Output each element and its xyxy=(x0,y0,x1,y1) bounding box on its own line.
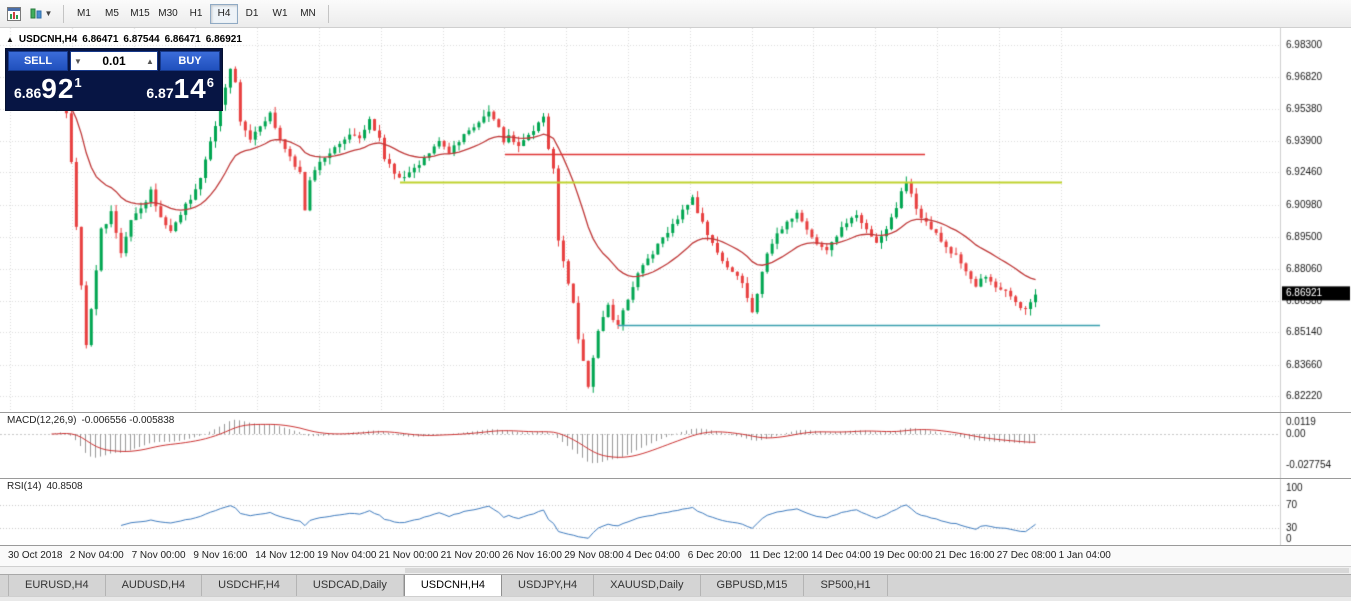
macd-values: -0.006556 -0.005838 xyxy=(81,415,175,426)
volume-decrease-icon[interactable]: ▼ xyxy=(74,56,82,66)
timeframe-m30[interactable]: M30 xyxy=(154,4,182,24)
sell-price-sup: 1 xyxy=(74,75,82,90)
main-chart-panel: ▲ USDCNH,H4 6.86471 6.87544 6.86471 6.86… xyxy=(0,28,1351,412)
chart-window-icon-glyph xyxy=(7,6,21,21)
toolbar-separator xyxy=(328,4,329,23)
time-axis-label: 1 Jan 04:00 xyxy=(1058,550,1111,561)
one-click-trading-panel: SELL ▼ 0.01 ▲ BUY 6.86921 6.87146 xyxy=(5,48,223,111)
volume-stepper[interactable]: ▼ 0.01 ▲ xyxy=(70,51,158,71)
volume-value[interactable]: 0.01 xyxy=(102,54,126,68)
timeframe-m1[interactable]: M1 xyxy=(70,4,98,24)
tab-usdchf-h4[interactable]: USDCHF,H4 xyxy=(202,575,297,596)
chart-type-icon-glyph xyxy=(30,8,42,18)
tab-usdcad-daily[interactable]: USDCAD,Daily xyxy=(297,575,404,596)
macd-title: MACD(12,26,9) xyxy=(7,415,77,426)
time-axis-label: 4 Dec 04:00 xyxy=(626,550,680,561)
chart-window-icon[interactable] xyxy=(4,4,24,24)
buy-price-sup: 6 xyxy=(206,75,214,90)
time-axis-label: 26 Nov 16:00 xyxy=(502,550,562,561)
time-axis-label: 11 Dec 12:00 xyxy=(749,550,809,561)
toolbar: ▼ M1 M5 M15 M30 H1 H4 D1 W1 MN xyxy=(0,0,1351,28)
time-axis-label: 27 Dec 08:00 xyxy=(996,550,1057,561)
time-axis-label: 6 Dec 20:00 xyxy=(687,550,742,561)
quote-header: ▲ USDCNH,H4 6.86471 6.87544 6.86471 6.86… xyxy=(6,34,242,45)
time-axis-label: 9 Nov 16:00 xyxy=(193,550,248,561)
main-chart-canvas[interactable] xyxy=(0,28,1351,412)
time-axis-label: 21 Nov 00:00 xyxy=(378,550,439,561)
macd-canvas[interactable] xyxy=(0,413,1351,478)
quote-low: 6.86471 xyxy=(164,34,201,45)
buy-button[interactable]: BUY xyxy=(160,51,220,71)
buy-price[interactable]: 6.87146 xyxy=(146,73,214,105)
panel-separator[interactable] xyxy=(0,545,1351,546)
timeframe-m15[interactable]: M15 xyxy=(126,4,154,24)
macd-header: MACD(12,26,9) -0.006556 -0.005838 xyxy=(7,415,174,426)
macd-scale[interactable] xyxy=(1280,413,1351,478)
time-axis-label: 19 Dec 00:00 xyxy=(873,550,933,561)
timeframe-buttons: M1 M5 M15 M30 H1 H4 D1 W1 MN xyxy=(70,3,322,24)
timeframe-h4[interactable]: H4 xyxy=(210,3,238,24)
tab-xauusd-daily[interactable]: XAUUSD,Daily xyxy=(594,575,701,596)
tab-usdcnh-h4[interactable]: USDCNH,H4 xyxy=(403,575,503,596)
time-axis-label: 14 Nov 12:00 xyxy=(255,550,315,561)
sell-price-big: 92 xyxy=(41,73,75,104)
buy-price-big: 14 xyxy=(173,73,207,104)
time-axis-label: 21 Dec 16:00 xyxy=(935,550,995,561)
rsi-scale[interactable] xyxy=(1280,479,1351,545)
tab-audusd-h4[interactable]: AUDUSD,H4 xyxy=(106,575,203,596)
time-axis[interactable]: 30 Oct 2018 2 Nov 04:00 7 Nov 00:00 9 Nov 1… xyxy=(0,546,1351,566)
time-axis-label: 21 Nov 20:00 xyxy=(440,550,501,561)
timeframe-w1[interactable]: W1 xyxy=(266,4,294,24)
time-axis-label: 30 Oct 2018 xyxy=(8,550,63,561)
quote-open: 6.86471 xyxy=(82,34,119,45)
rsi-canvas[interactable] xyxy=(0,479,1351,545)
panel-separator[interactable] xyxy=(0,412,1351,413)
rsi-value: 40.8508 xyxy=(46,481,83,492)
tab-usdjpy-h4[interactable]: USDJPY,H4 xyxy=(502,575,595,596)
panel-separator[interactable] xyxy=(0,478,1351,479)
time-axis-label: 19 Nov 04:00 xyxy=(317,550,377,561)
horizontal-scrollbar[interactable] xyxy=(0,566,1351,574)
tab-sp500-h1[interactable]: SP500,H1 xyxy=(804,575,888,596)
status-bar xyxy=(0,596,1351,601)
sell-button[interactable]: SELL xyxy=(8,51,68,71)
timeframe-m5[interactable]: M5 xyxy=(98,4,126,24)
rsi-title: RSI(14) xyxy=(7,481,42,492)
sell-price-small: 6.86 xyxy=(14,85,42,101)
dropdown-caret-icon: ▼ xyxy=(44,9,53,18)
time-axis-label: 14 Dec 04:00 xyxy=(811,550,871,561)
horizontal-scrollbar-thumb[interactable] xyxy=(405,568,1349,573)
timeframe-d1[interactable]: D1 xyxy=(238,4,266,24)
rsi-header: RSI(14) 40.8508 xyxy=(7,481,83,492)
quote-high: 6.87544 xyxy=(123,34,160,45)
sell-price[interactable]: 6.86921 xyxy=(14,73,82,105)
chart-tabbar: EURUSD,H4 AUDUSD,H4 USDCHF,H4 USDCAD,Daily U… xyxy=(0,574,1351,596)
time-axis-label: 29 Nov 08:00 xyxy=(564,550,624,561)
time-axis-label: 2 Nov 04:00 xyxy=(69,550,124,561)
rsi-panel: RSI(14) 40.8508 xyxy=(0,479,1351,545)
chart-type-icon[interactable]: ▼ xyxy=(26,4,56,24)
tab-eurusd-h4[interactable]: EURUSD,H4 xyxy=(8,575,106,596)
timeframe-h1[interactable]: H1 xyxy=(182,4,210,24)
price-scale[interactable] xyxy=(1280,28,1351,412)
macd-panel: MACD(12,26,9) -0.006556 -0.005838 xyxy=(0,413,1351,478)
buy-price-small: 6.87 xyxy=(146,85,174,101)
quote-symbol: USDCNH,H4 xyxy=(18,34,78,45)
quote-close: 6.86921 xyxy=(205,34,242,45)
timeframe-mn[interactable]: MN xyxy=(294,4,322,24)
tab-gbpusd-m15[interactable]: GBPUSD,M15 xyxy=(701,575,805,596)
time-axis-label: 7 Nov 00:00 xyxy=(131,550,186,561)
volume-increase-icon[interactable]: ▲ xyxy=(146,56,154,66)
one-click-toggle-icon[interactable]: ▲ xyxy=(6,35,14,44)
toolbar-separator xyxy=(63,4,64,23)
